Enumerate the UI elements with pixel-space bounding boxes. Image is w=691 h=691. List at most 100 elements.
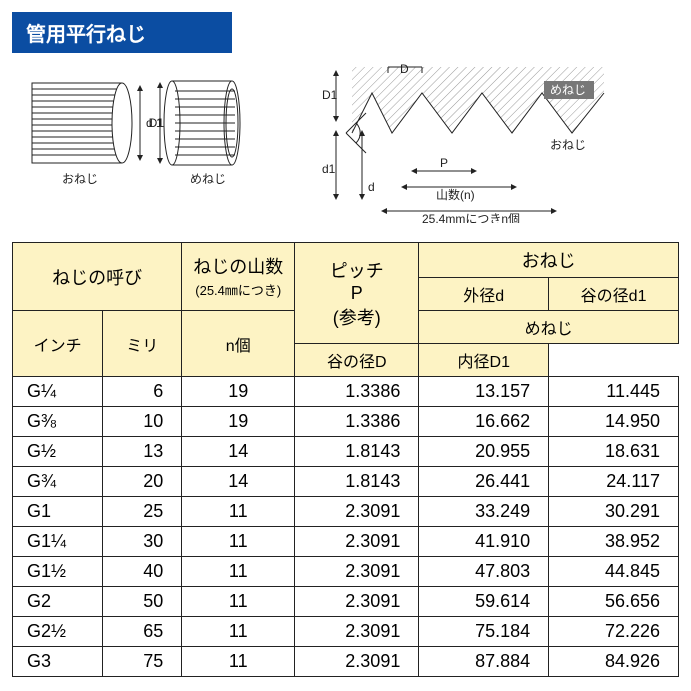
- oneji-label-right: おねじ: [550, 138, 586, 152]
- table-row: G1¼30112.309141.91038.952: [13, 527, 679, 557]
- cell-d: 16.662: [419, 407, 549, 437]
- cell-mm: 65: [103, 617, 182, 647]
- cell-d1: 30.291: [549, 497, 679, 527]
- cell-p: 1.8143: [295, 437, 419, 467]
- cell-p: 1.3386: [295, 407, 419, 437]
- hdr-naikei-D1: 内径D1: [419, 344, 549, 377]
- cell-n: 14: [182, 467, 295, 497]
- cell-inch: G1: [13, 497, 103, 527]
- hdr-neji-yobi: ねじの呼び: [13, 243, 182, 311]
- hdr-pitch-t: ピッチ: [330, 261, 384, 281]
- cell-d: 13.157: [419, 377, 549, 407]
- cell-n: 14: [182, 437, 295, 467]
- cell-d1: 44.845: [549, 557, 679, 587]
- cell-d: 20.955: [419, 437, 549, 467]
- oneji-label: おねじ: [62, 172, 98, 186]
- hdr-pitch-ref: (参考): [333, 308, 381, 328]
- cell-n: 19: [182, 407, 295, 437]
- lbl-d: d: [368, 180, 375, 194]
- hdr-yamasu: ねじの山数 (25.4㎜につき): [182, 243, 295, 311]
- lbl-D1: D1: [322, 88, 338, 102]
- cell-mm: 30: [103, 527, 182, 557]
- cell-inch: G½: [13, 437, 103, 467]
- table-row: G375112.309187.88484.926: [13, 647, 679, 677]
- cell-mm: 20: [103, 467, 182, 497]
- cell-p: 2.3091: [295, 557, 419, 587]
- cell-p: 2.3091: [295, 617, 419, 647]
- table-row: G¼6191.338613.15711.445: [13, 377, 679, 407]
- table-row: G250112.309159.61456.656: [13, 587, 679, 617]
- table-row: G½13141.814320.95518.631: [13, 437, 679, 467]
- cell-n: 11: [182, 497, 295, 527]
- hdr-pitch-p: P: [351, 283, 363, 303]
- table-body: G¼6191.338613.15711.445G⅜10191.338616.66…: [13, 377, 679, 677]
- cell-inch: G3: [13, 647, 103, 677]
- title-text: 管用平行ねじ: [26, 24, 146, 46]
- meneji-label-right: めねじ: [550, 83, 586, 97]
- cell-mm: 25: [103, 497, 182, 527]
- cell-inch: G2½: [13, 617, 103, 647]
- hdr-oneji: おねじ: [419, 243, 679, 278]
- cell-mm: 75: [103, 647, 182, 677]
- table-row: G⅜10191.338616.66214.950: [13, 407, 679, 437]
- table-row: G¾20141.814326.44124.117: [13, 467, 679, 497]
- cell-n: 11: [182, 647, 295, 677]
- hdr-yamasu-sub: (25.4㎜につき): [195, 283, 281, 298]
- cell-n: 11: [182, 617, 295, 647]
- cell-p: 2.3091: [295, 497, 419, 527]
- hdr-tani-D: 谷の径D: [295, 344, 419, 377]
- cell-p: 1.8143: [295, 467, 419, 497]
- table-row: G125112.309133.24930.291: [13, 497, 679, 527]
- svg-left: d 1 おねじ D1: [12, 63, 272, 203]
- cell-d1: 38.952: [549, 527, 679, 557]
- cell-n: 11: [182, 527, 295, 557]
- hdr-yamasu-t: ねじの山数: [193, 257, 283, 277]
- table-row: G1½40112.309147.80344.845: [13, 557, 679, 587]
- cell-d1: 72.226: [549, 617, 679, 647]
- hdr-meneji: めねじ: [419, 311, 679, 344]
- cell-inch: G1½: [13, 557, 103, 587]
- diagram-left: d 1 おねじ D1: [12, 63, 272, 208]
- dim-D1-label: D1: [149, 116, 165, 130]
- cell-d1: 14.950: [549, 407, 679, 437]
- hdr-gaikei-d: 外径d: [419, 278, 549, 311]
- cell-d1: 56.656: [549, 587, 679, 617]
- cell-d: 75.184: [419, 617, 549, 647]
- cell-mm: 6: [103, 377, 182, 407]
- cell-d: 47.803: [419, 557, 549, 587]
- lbl-d1: d1: [322, 162, 336, 176]
- cell-d: 59.614: [419, 587, 549, 617]
- cell-p: 1.3386: [295, 377, 419, 407]
- hdr-mm: ミリ: [103, 311, 182, 377]
- title-bar: 管用平行ねじ: [12, 12, 232, 53]
- table-head: ねじの呼び ねじの山数 (25.4㎜につき) ピッチ P (参考) おねじ 外径…: [13, 243, 679, 377]
- lbl-per25: 25.4mmにつきn個: [422, 212, 520, 223]
- cell-n: 19: [182, 377, 295, 407]
- table-row: G2½65112.309175.18472.226: [13, 617, 679, 647]
- lbl-D: D: [400, 63, 409, 76]
- hdr-inch: インチ: [13, 311, 103, 377]
- cell-d: 87.884: [419, 647, 549, 677]
- cell-d1: 11.445: [549, 377, 679, 407]
- thread-table: ねじの呼び ねじの山数 (25.4㎜につき) ピッチ P (参考) おねじ 外径…: [12, 242, 679, 677]
- cell-d1: 18.631: [549, 437, 679, 467]
- cell-n: 11: [182, 557, 295, 587]
- cell-inch: G⅜: [13, 407, 103, 437]
- cell-d: 41.910: [419, 527, 549, 557]
- cell-mm: 13: [103, 437, 182, 467]
- cell-n: 11: [182, 587, 295, 617]
- cell-d: 33.249: [419, 497, 549, 527]
- cell-mm: 40: [103, 557, 182, 587]
- hdr-tani-d1: 谷の径d1: [549, 278, 679, 311]
- diagram-right: めねじ おねじ D D1 d1 d P 山数(n): [292, 63, 612, 228]
- cell-inch: G1¼: [13, 527, 103, 557]
- lbl-P: P: [440, 156, 448, 170]
- svg-right: めねじ おねじ D D1 d1 d P 山数(n): [292, 63, 612, 223]
- cell-mm: 10: [103, 407, 182, 437]
- cell-inch: G2: [13, 587, 103, 617]
- cell-d: 26.441: [419, 467, 549, 497]
- meneji-label: めねじ: [190, 172, 226, 186]
- cell-inch: G¼: [13, 377, 103, 407]
- hdr-pitch: ピッチ P (参考): [295, 243, 419, 344]
- cell-mm: 50: [103, 587, 182, 617]
